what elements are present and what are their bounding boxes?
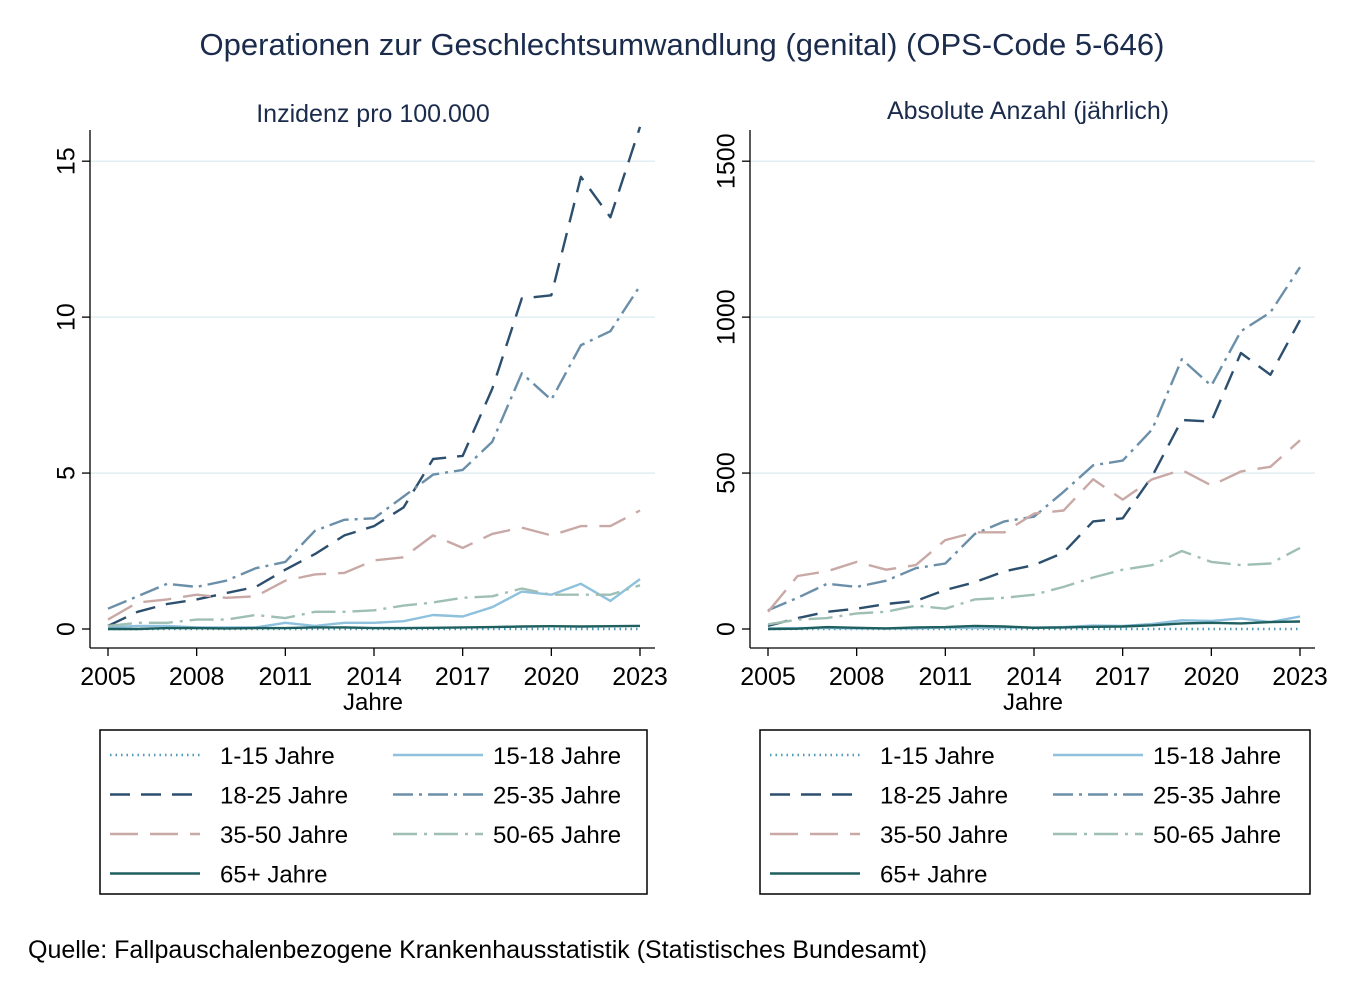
legend-label-15-18: 15-18 Jahre (1153, 743, 1281, 770)
y-tick-label: 1500 (713, 133, 741, 189)
x-tick-label: 2017 (435, 663, 491, 691)
legend-label-1-15: 1-15 Jahre (880, 743, 995, 770)
series-line-25-35 (767, 266, 1302, 612)
panel-title: Absolute Anzahl (jährlich) (887, 97, 1169, 125)
chart-panel-1: Inzidenz pro 100.000 0 5 10 15 2005 2008 2011 20… (53, 100, 668, 895)
x-tick-label: 2008 (169, 663, 225, 691)
y-tick-label: 5 (53, 466, 81, 480)
x-tick-label: 2011 (918, 663, 972, 691)
chart-panels: Inzidenz pro 100.000 0 5 10 15 2005 2008 2011 20… (53, 97, 1328, 895)
legend: 1-15 Jahre 15-18 Jahre 18-25 Jahre 25-35 Ja… (99, 729, 648, 895)
legend-box (99, 729, 648, 895)
x-tick-label: 2020 (524, 663, 580, 691)
y-tick-label: 1000 (713, 289, 741, 345)
series-line-35-50 (107, 509, 641, 621)
x-tick-label: 2014 (346, 663, 402, 691)
legend-label-65: 65+ Jahre (880, 862, 987, 889)
y-tick-label: 10 (53, 303, 81, 331)
series-line-25-35 (107, 285, 642, 610)
legend-label-50-65: 50-65 Jahre (1153, 822, 1281, 849)
x-tick-label: 2005 (740, 663, 796, 691)
figure-title: Operationen zur Geschlechtsumwandlung (g… (200, 27, 1165, 62)
series-line-65 (767, 620, 1301, 631)
x-tick-label: 2017 (1095, 663, 1151, 691)
legend-label-25-35: 25-35 Jahre (493, 783, 621, 810)
panel-title: Inzidenz pro 100.000 (256, 100, 490, 128)
series-line-35-50 (767, 439, 1301, 613)
legend-label-18-25: 18-25 Jahre (880, 783, 1008, 810)
x-tick-label: 2020 (1184, 663, 1240, 691)
x-tick-label: 2008 (829, 663, 885, 691)
series-line-18-25 (107, 126, 642, 627)
x-axis-label: Jahre (343, 689, 403, 716)
legend-label-25-35: 25-35 Jahre (1153, 783, 1281, 810)
legend-box (759, 729, 1311, 895)
series-line-65 (108, 624, 641, 631)
y-tick-label: 500 (713, 452, 741, 494)
chart-panel-2: Absolute Anzahl (jährlich) 0 500 1000 1500 20… (713, 97, 1328, 895)
y-tick-label: 15 (53, 147, 81, 175)
legend-label-35-50: 35-50 Jahre (220, 822, 348, 849)
legend-label-65: 65+ Jahre (220, 862, 327, 889)
legend-label-1-15: 1-15 Jahre (220, 743, 335, 770)
legend: 1-15 Jahre 15-18 Jahre 18-25 Jahre 25-35 Ja… (759, 729, 1311, 895)
x-tick-label: 2023 (1272, 663, 1328, 691)
y-tick-label: 0 (713, 622, 741, 636)
x-tick-label: 2014 (1006, 663, 1062, 691)
series-line-50-65 (107, 584, 641, 628)
x-tick-label: 2011 (258, 663, 312, 691)
source-note: Quelle: Fallpauschalenbezogene Krankenha… (28, 936, 927, 964)
x-tick-label: 2005 (80, 663, 136, 691)
legend-label-18-25: 18-25 Jahre (220, 783, 348, 810)
legend-label-50-65: 50-65 Jahre (493, 822, 621, 849)
series-line-50-65 (767, 546, 1301, 626)
y-tick-label: 0 (53, 622, 81, 636)
x-tick-label: 2023 (612, 663, 668, 691)
x-axis-label: Jahre (1003, 689, 1063, 716)
legend-label-35-50: 35-50 Jahre (880, 822, 1008, 849)
legend-label-15-18: 15-18 Jahre (493, 743, 621, 770)
